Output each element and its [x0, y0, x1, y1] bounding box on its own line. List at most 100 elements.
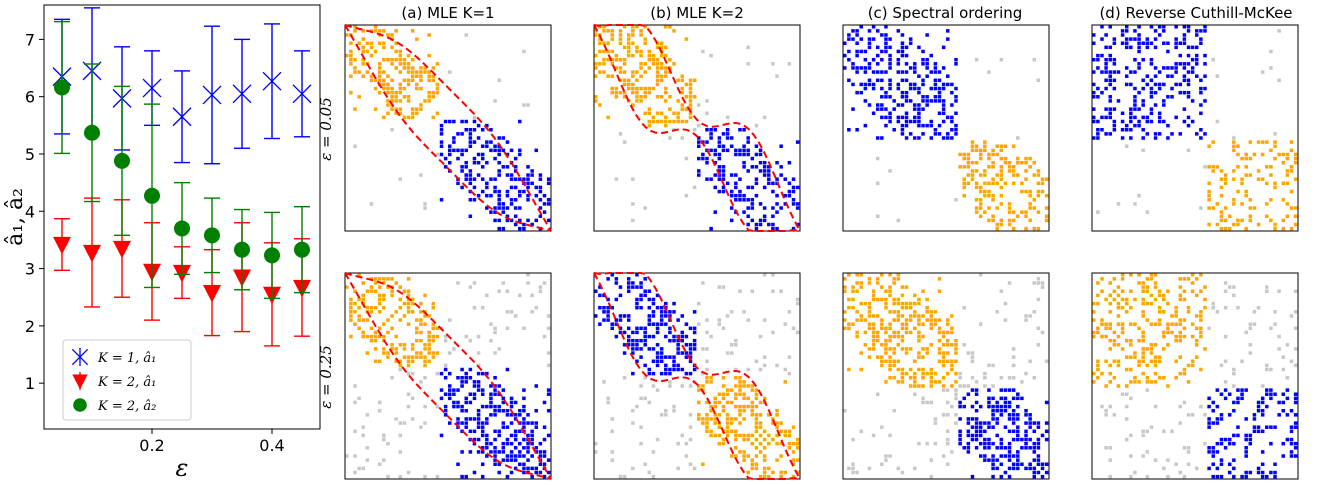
matrix-cell [954, 99, 958, 103]
matrix-cell [1024, 169, 1028, 173]
matrix-cell [1219, 417, 1224, 421]
matrix-cell [373, 78, 378, 83]
matrix-cell [787, 446, 792, 450]
matrix-cell [651, 119, 656, 124]
matrix-cell [631, 70, 635, 74]
matrix-cell [606, 310, 610, 314]
matrix-cell [518, 408, 522, 413]
matrix-cell [419, 78, 423, 83]
matrix-cell [659, 53, 664, 58]
matrix-cell [1120, 41, 1125, 45]
matrix-cell [888, 45, 892, 50]
matrix-cell [631, 421, 635, 425]
matrix-cell [390, 90, 394, 95]
matrix-cell [1166, 289, 1170, 293]
matrix-cell [974, 408, 979, 413]
matrix-cell [1186, 82, 1191, 87]
matrix-cell [721, 384, 726, 388]
matrix-cell [1124, 392, 1129, 396]
matrix-cell [1252, 417, 1257, 421]
matrix-cell [468, 400, 473, 405]
matrix-cell [983, 446, 987, 450]
matrix-cell [1157, 86, 1162, 91]
matrix-cell [738, 384, 742, 388]
matrix-cell [1166, 66, 1170, 70]
matrix-cell [626, 78, 631, 83]
matrix-cell [1145, 289, 1150, 293]
scatter-legend: K = 1, â₁K = 2, â₁K = 2, â₂ [62, 339, 192, 421]
matrix-cell [530, 169, 534, 173]
matrix-cell [602, 25, 606, 29]
matrix-cell [884, 45, 888, 50]
matrix-cell [999, 193, 1004, 198]
matrix-cell [526, 441, 530, 446]
matrix-cell [542, 334, 547, 339]
matrix-cell [871, 322, 876, 326]
matrix-cell [1281, 367, 1286, 372]
matrix-cell [1011, 376, 1016, 380]
matrix-cell [917, 367, 921, 372]
matrix-cell [892, 301, 896, 306]
matrix-cell [431, 301, 436, 306]
column-title-a: (a) MLE K=1 [401, 4, 494, 22]
matrix-cell [1170, 314, 1174, 318]
matrix-cell [892, 310, 896, 314]
matrix-cell [1024, 441, 1028, 446]
matrix-cell [1024, 421, 1028, 425]
matrix-cell [398, 421, 403, 425]
matrix-cell [472, 140, 477, 144]
matrix-cell [758, 425, 763, 429]
matrix-cell [509, 400, 514, 405]
matrix-cell [754, 437, 759, 442]
matrix-cell [1044, 359, 1049, 364]
matrix-cell [946, 37, 950, 41]
matrix-cell [361, 281, 365, 285]
matrix-cell [875, 78, 880, 83]
matrix-cell [489, 396, 493, 401]
matrix-cell [880, 103, 884, 107]
matrix-cell [1215, 421, 1220, 425]
matrix-cell [373, 334, 378, 339]
matrix-cell [855, 29, 859, 33]
matrix-cell [1182, 318, 1187, 322]
matrix-cell [1028, 425, 1032, 429]
matrix-cell [1028, 359, 1032, 364]
matrix-cell [709, 429, 713, 434]
matrix-cell [1269, 173, 1273, 177]
matrix-cell [1141, 297, 1145, 302]
matrix-cell [867, 281, 872, 285]
matrix-cell [880, 86, 884, 91]
matrix-cell [1232, 371, 1236, 376]
matrix-cell [754, 226, 759, 231]
matrix-cell [361, 466, 365, 471]
matrix-cell [888, 289, 892, 293]
matrix-cell [775, 458, 779, 462]
matrix-cell [946, 437, 950, 442]
matrix-cell [639, 95, 643, 99]
matrix-cell [754, 425, 759, 429]
matrix-cell [606, 305, 610, 310]
matrix-cell [382, 334, 386, 339]
matrix-cell [643, 293, 647, 298]
matrix-cell [493, 388, 497, 392]
matrix-cell [1232, 408, 1236, 413]
matrix-cell [1153, 82, 1158, 87]
matrix-cell [1293, 206, 1298, 210]
matrix-cell [859, 37, 863, 41]
matrix-cell [398, 49, 403, 54]
matrix-cell [1162, 310, 1166, 314]
matrix-cell [464, 128, 468, 132]
matrix-cell [705, 367, 709, 372]
matrix-cell [1028, 202, 1032, 206]
matrix-cell [851, 29, 855, 33]
matrix-cell [1024, 429, 1028, 434]
matrix-cell [394, 41, 398, 45]
matrix-cell [742, 404, 746, 409]
matrix-cell [1112, 62, 1117, 66]
matrix-cell [377, 400, 382, 405]
matrix-cell [1003, 388, 1008, 392]
matrix-cell [888, 78, 892, 83]
matrix-cell [1100, 70, 1104, 74]
matrix-cell [1281, 226, 1286, 231]
legend-marker [73, 398, 87, 412]
